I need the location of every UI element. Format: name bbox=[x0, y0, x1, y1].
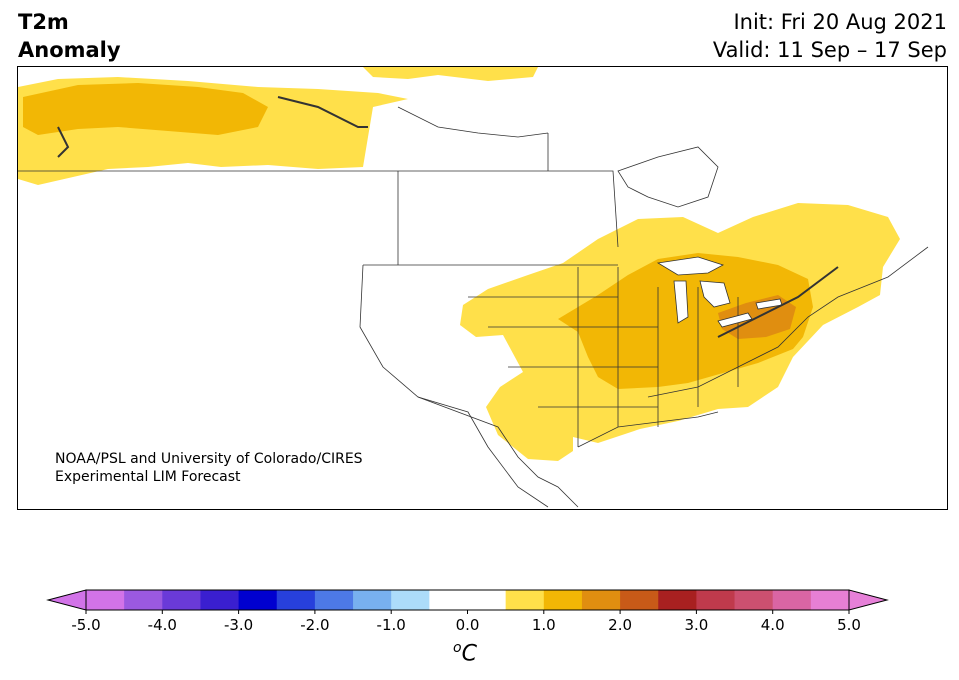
colorbar-bin bbox=[620, 590, 659, 610]
state-meridian-lines bbox=[577, 267, 739, 447]
colorbar: -5.0 -4.0 -3.0 -2.0 -1.0 0.0 1.0 2.0 3.0 4.0 5.0 bbox=[46, 589, 889, 634]
east-coast-line bbox=[647, 246, 929, 398]
colorbar-tick-label: -5.0 bbox=[71, 616, 100, 634]
colorbar-tick-label: -1.0 bbox=[377, 616, 406, 634]
lake-huron-shape bbox=[699, 280, 731, 308]
colorbar-tick-label: 1.0 bbox=[532, 616, 556, 634]
colorbar-tick-label: -4.0 bbox=[148, 616, 177, 634]
variable-name: T2m bbox=[18, 10, 69, 34]
anomaly-area-alaska-core bbox=[23, 83, 268, 135]
colorbar-under-arrow bbox=[46, 589, 87, 611]
colorbar-bin bbox=[314, 590, 354, 610]
colorbar-bin bbox=[391, 590, 430, 610]
mackenzie-river-line bbox=[277, 96, 368, 128]
colorbar-bin bbox=[429, 590, 468, 610]
colorbar-bin bbox=[124, 590, 163, 610]
map-canvas bbox=[18, 67, 929, 508]
anomaly-area-arctic-coast bbox=[363, 67, 538, 81]
st-lawrence-river-line bbox=[717, 266, 839, 338]
colorbar-tick-label: 0.0 bbox=[456, 616, 480, 634]
colorbar-bin bbox=[353, 590, 392, 610]
colorbar-over-arrow bbox=[848, 589, 889, 611]
territory-border-lines bbox=[397, 106, 549, 171]
title-left: T2m Anomaly bbox=[18, 8, 121, 64]
great-lakes bbox=[656, 256, 783, 328]
state-border-lines bbox=[468, 296, 658, 408]
colorbar-ticks: -5.0 -4.0 -3.0 -2.0 -1.0 0.0 1.0 2.0 3.0 4.0 5.0 bbox=[71, 610, 861, 634]
colorbar-bin bbox=[696, 590, 736, 610]
init-date: Init: Fri 20 Aug 2021 bbox=[733, 10, 947, 34]
colorbar-tick-label: 2.0 bbox=[608, 616, 632, 634]
colorbar-tick-label: 3.0 bbox=[684, 616, 708, 634]
colorbar-bin bbox=[810, 590, 850, 610]
colorbar-bin bbox=[276, 590, 316, 610]
colorbar-bin bbox=[581, 590, 621, 610]
colorbar-bin bbox=[772, 590, 812, 610]
colorbar-bin bbox=[505, 590, 545, 610]
rivers bbox=[57, 96, 839, 338]
credit-text: NOAA/PSL and University of Colorado/CIRE… bbox=[55, 450, 363, 486]
mexico-border-line bbox=[417, 396, 549, 508]
west-coast-line bbox=[359, 264, 579, 508]
border-lines bbox=[18, 106, 929, 508]
colorbar-bin bbox=[238, 590, 278, 610]
colorbar-bin bbox=[162, 590, 201, 610]
colorbar-unit: oC bbox=[453, 640, 477, 666]
anomaly-area-east-core bbox=[558, 253, 813, 389]
credit-line-1: NOAA/PSL and University of Colorado/CIRE… bbox=[55, 451, 363, 467]
colorbar-bins bbox=[86, 590, 850, 610]
colorbar-bin bbox=[200, 590, 240, 610]
yukon-river-line bbox=[57, 126, 70, 158]
unit-degree-sup: o bbox=[453, 640, 462, 656]
lake-michigan-shape bbox=[673, 280, 689, 324]
colorbar-tick-label: -2.0 bbox=[300, 616, 329, 634]
field-type: Anomaly bbox=[18, 38, 121, 62]
colorbar-tick-label: 5.0 bbox=[837, 616, 861, 634]
valid-period: Valid: 11 Sep – 17 Sep bbox=[712, 38, 947, 62]
hudson-bay-shape bbox=[617, 146, 719, 208]
colorbar-tick-label: 4.0 bbox=[761, 616, 785, 634]
anomaly-map bbox=[17, 66, 948, 510]
colorbar-bin bbox=[86, 590, 125, 610]
lake-superior-shape bbox=[656, 256, 725, 276]
colorbar-bin bbox=[543, 590, 583, 610]
canada-us-border-line bbox=[18, 170, 619, 248]
colorbar-bin bbox=[467, 590, 507, 610]
unit-base: C bbox=[461, 641, 477, 667]
colorbar-bin bbox=[734, 590, 774, 610]
credit-line-2: Experimental LIM Forecast bbox=[55, 469, 241, 485]
title-right: Init: Fri 20 Aug 2021 Valid: 11 Sep – 17… bbox=[713, 8, 947, 64]
colorbar-tick-label: -3.0 bbox=[224, 616, 253, 634]
colorbar-bin bbox=[658, 590, 697, 610]
